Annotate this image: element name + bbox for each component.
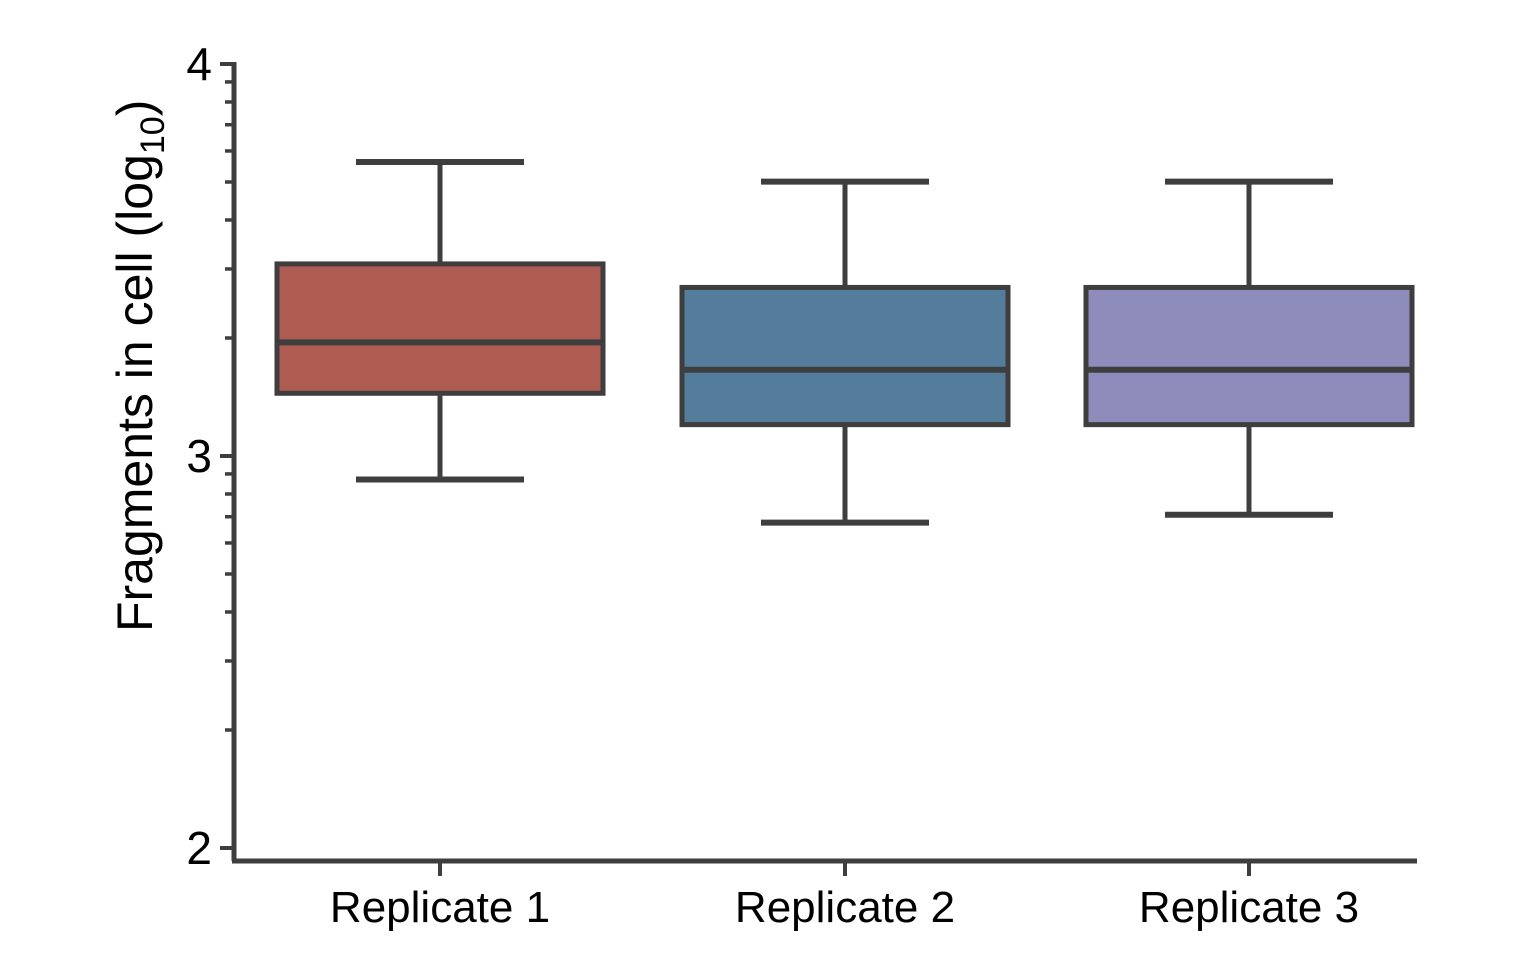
iqr-box xyxy=(1083,284,1415,428)
y-tick-label: 4 xyxy=(186,38,212,90)
iqr-box xyxy=(679,284,1011,428)
y-tick-label: 2 xyxy=(186,822,212,874)
x-category-label: Replicate 3 xyxy=(1139,883,1359,932)
y-tick-label: 3 xyxy=(186,430,212,482)
boxplot-replicate-1 xyxy=(274,159,606,483)
x-category-label: Replicate 2 xyxy=(735,883,955,932)
x-category-label: Replicate 1 xyxy=(330,883,550,932)
boxplot-replicate-3 xyxy=(1083,178,1415,518)
boxplot-replicate-2 xyxy=(679,178,1011,526)
y-axis-title: Fragments in cell (log10) xyxy=(107,100,172,632)
iqr-box xyxy=(274,261,606,396)
